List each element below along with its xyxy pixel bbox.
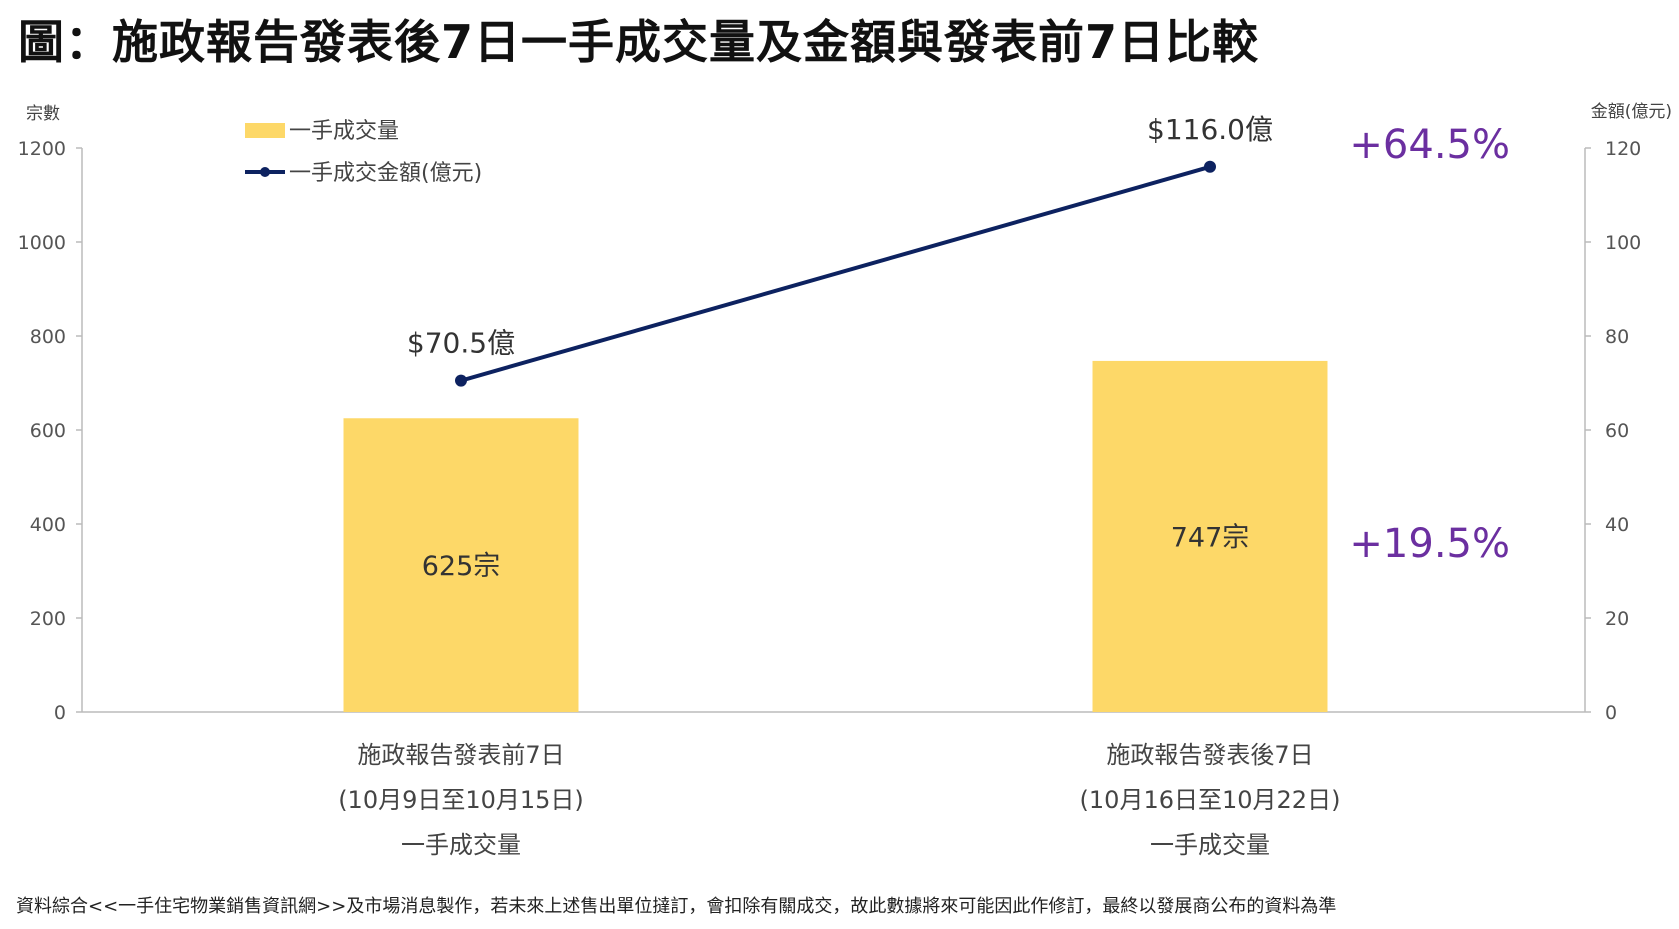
volume-change-percent: +19.5%	[1349, 521, 1510, 567]
right-axis: 0 20 40 60 80 100 120	[1584, 138, 1641, 724]
right-axis-tick-label: 40	[1605, 514, 1629, 536]
right-axis-tick-label: 120	[1605, 138, 1641, 160]
bar	[1092, 360, 1328, 712]
amount-point	[455, 374, 467, 387]
bar-labels: 625宗 747宗	[422, 522, 1250, 582]
category-label-line: 施政報告發表前7日	[357, 741, 564, 769]
right-axis-tick-label: 100	[1605, 232, 1641, 254]
left-axis-tick-label: 200	[30, 608, 66, 630]
bar	[343, 418, 579, 712]
right-axis-tick-label: 60	[1605, 420, 1629, 442]
legend-line-label: 一手成交金額(億元)	[289, 161, 482, 186]
source-note: 資料綜合<<一手住宅物業銷售資訊網>>及市場消息製作，若未來上述售出單位撻訂，會…	[16, 896, 1337, 917]
amount-point	[1204, 160, 1216, 173]
amount-line-layer	[455, 160, 1216, 387]
amount-value-label: $116.0億	[1147, 113, 1273, 146]
category-label-line: 一手成交量	[401, 831, 521, 859]
legend-bar-swatch	[245, 123, 285, 138]
left-axis-tick-label: 1200	[18, 138, 66, 160]
legend-line-marker	[260, 167, 270, 177]
right-axis-tick-label: 20	[1605, 608, 1629, 630]
page-title: 圖：施政報告發表後7日一手成交量及金額與發表前7日比較	[18, 15, 1260, 69]
left-axis: 0 200 400 600 800 1000 1200	[18, 138, 83, 724]
bars	[343, 360, 1328, 712]
right-axis-tick-label: 0	[1605, 702, 1617, 724]
category-labels: 施政報告發表前7日 (10月9日至10月15日) 一手成交量 施政報告發表後7日 (10…	[338, 741, 1340, 859]
right-axis-tick-label: 80	[1605, 326, 1629, 348]
category-label-line: (10月16日至10月22日)	[1080, 786, 1341, 814]
category-label-line: 施政報告發表後7日	[1106, 741, 1313, 769]
left-axis-tick-label: 600	[30, 420, 66, 442]
left-axis-tick-label: 800	[30, 326, 66, 348]
amount-change-percent: +64.5%	[1349, 122, 1510, 168]
left-axis-tick-label: 0	[54, 702, 66, 724]
category-label-line: 一手成交量	[1150, 831, 1270, 859]
bar-value-label: 747宗	[1171, 522, 1250, 553]
legend-bar-label: 一手成交量	[289, 119, 399, 144]
right-axis-unit: 金額(億元)	[1591, 102, 1672, 122]
amount-value-label: $70.5億	[407, 327, 515, 360]
category-label-line: (10月9日至10月15日)	[338, 786, 584, 814]
left-axis-tick-label: 400	[30, 514, 66, 536]
left-axis-tick-label: 1000	[18, 232, 66, 254]
amount-line	[460, 164, 1211, 383]
left-axis-unit: 宗數	[26, 104, 60, 124]
bar-value-label: 625宗	[422, 551, 501, 582]
line-labels: $70.5億 $116.0億	[407, 113, 1273, 360]
